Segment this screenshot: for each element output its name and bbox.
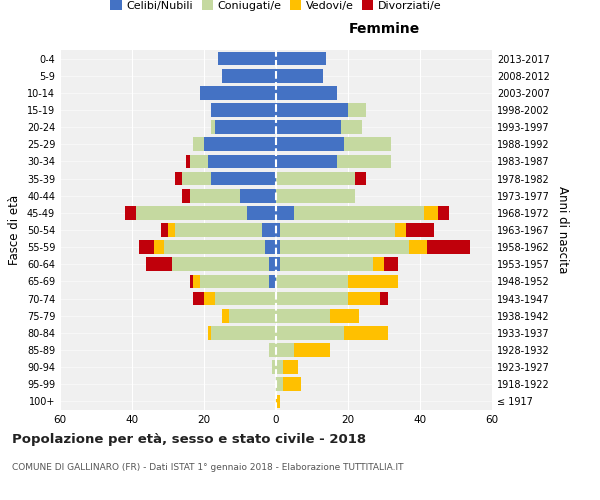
Bar: [247, 206, 276, 220]
Bar: [283, 360, 298, 374]
Bar: [276, 120, 341, 134]
Bar: [276, 394, 280, 408]
Bar: [168, 223, 175, 237]
Bar: [182, 189, 190, 202]
Bar: [211, 326, 276, 340]
Bar: [182, 172, 211, 185]
Bar: [276, 86, 337, 100]
Bar: [276, 189, 355, 202]
Bar: [125, 206, 136, 220]
Bar: [215, 120, 276, 134]
Bar: [218, 52, 276, 66]
Bar: [276, 240, 280, 254]
Bar: [283, 378, 301, 391]
Bar: [276, 326, 344, 340]
Bar: [269, 343, 276, 357]
Bar: [204, 292, 215, 306]
Bar: [276, 309, 330, 322]
Bar: [276, 52, 326, 66]
Bar: [344, 138, 391, 151]
Bar: [164, 240, 265, 254]
Bar: [215, 292, 276, 306]
Text: Popolazione per età, sesso e stato civile - 2018: Popolazione per età, sesso e stato civil…: [12, 432, 366, 446]
Bar: [190, 154, 208, 168]
Bar: [276, 154, 337, 168]
Bar: [262, 223, 276, 237]
Bar: [172, 258, 269, 271]
Bar: [186, 154, 190, 168]
Bar: [190, 274, 193, 288]
Bar: [272, 360, 276, 374]
Bar: [294, 206, 424, 220]
Bar: [276, 258, 280, 271]
Bar: [240, 189, 276, 202]
Bar: [154, 240, 164, 254]
Bar: [136, 206, 247, 220]
Bar: [355, 172, 366, 185]
Text: Femmine: Femmine: [349, 22, 419, 36]
Bar: [395, 223, 406, 237]
Bar: [175, 223, 262, 237]
Bar: [161, 223, 168, 237]
Bar: [280, 258, 373, 271]
Bar: [208, 326, 211, 340]
Bar: [265, 240, 276, 254]
Bar: [280, 240, 409, 254]
Bar: [222, 69, 276, 82]
Bar: [276, 274, 348, 288]
Bar: [276, 69, 323, 82]
Bar: [276, 378, 283, 391]
Bar: [276, 360, 283, 374]
Bar: [380, 292, 388, 306]
Bar: [190, 189, 240, 202]
Bar: [280, 223, 395, 237]
Bar: [276, 138, 344, 151]
Bar: [276, 292, 348, 306]
Bar: [344, 326, 388, 340]
Bar: [211, 172, 276, 185]
Bar: [424, 206, 438, 220]
Bar: [348, 292, 380, 306]
Bar: [276, 206, 294, 220]
Bar: [348, 274, 398, 288]
Bar: [211, 103, 276, 117]
Bar: [294, 343, 330, 357]
Bar: [269, 258, 276, 271]
Bar: [200, 274, 269, 288]
Bar: [208, 154, 276, 168]
Legend: Celibi/Nubili, Coniugati/e, Vedovi/e, Divorziati/e: Celibi/Nubili, Coniugati/e, Vedovi/e, Di…: [106, 0, 446, 16]
Bar: [229, 309, 276, 322]
Bar: [211, 120, 215, 134]
Bar: [146, 258, 172, 271]
Bar: [139, 240, 154, 254]
Bar: [175, 172, 182, 185]
Bar: [193, 274, 200, 288]
Bar: [269, 274, 276, 288]
Y-axis label: Anni di nascita: Anni di nascita: [556, 186, 569, 274]
Bar: [337, 154, 391, 168]
Bar: [384, 258, 398, 271]
Bar: [276, 223, 280, 237]
Y-axis label: Fasce di età: Fasce di età: [8, 195, 21, 265]
Bar: [276, 172, 355, 185]
Bar: [276, 103, 348, 117]
Bar: [193, 138, 204, 151]
Bar: [222, 309, 229, 322]
Bar: [373, 258, 384, 271]
Bar: [406, 223, 434, 237]
Text: COMUNE DI GALLINARO (FR) - Dati ISTAT 1° gennaio 2018 - Elaborazione TUTTITALIA.: COMUNE DI GALLINARO (FR) - Dati ISTAT 1°…: [12, 462, 404, 471]
Bar: [348, 103, 366, 117]
Bar: [193, 292, 204, 306]
Bar: [330, 309, 359, 322]
Bar: [438, 206, 449, 220]
Bar: [427, 240, 470, 254]
Bar: [204, 138, 276, 151]
Bar: [409, 240, 427, 254]
Bar: [276, 343, 294, 357]
Bar: [341, 120, 362, 134]
Bar: [200, 86, 276, 100]
